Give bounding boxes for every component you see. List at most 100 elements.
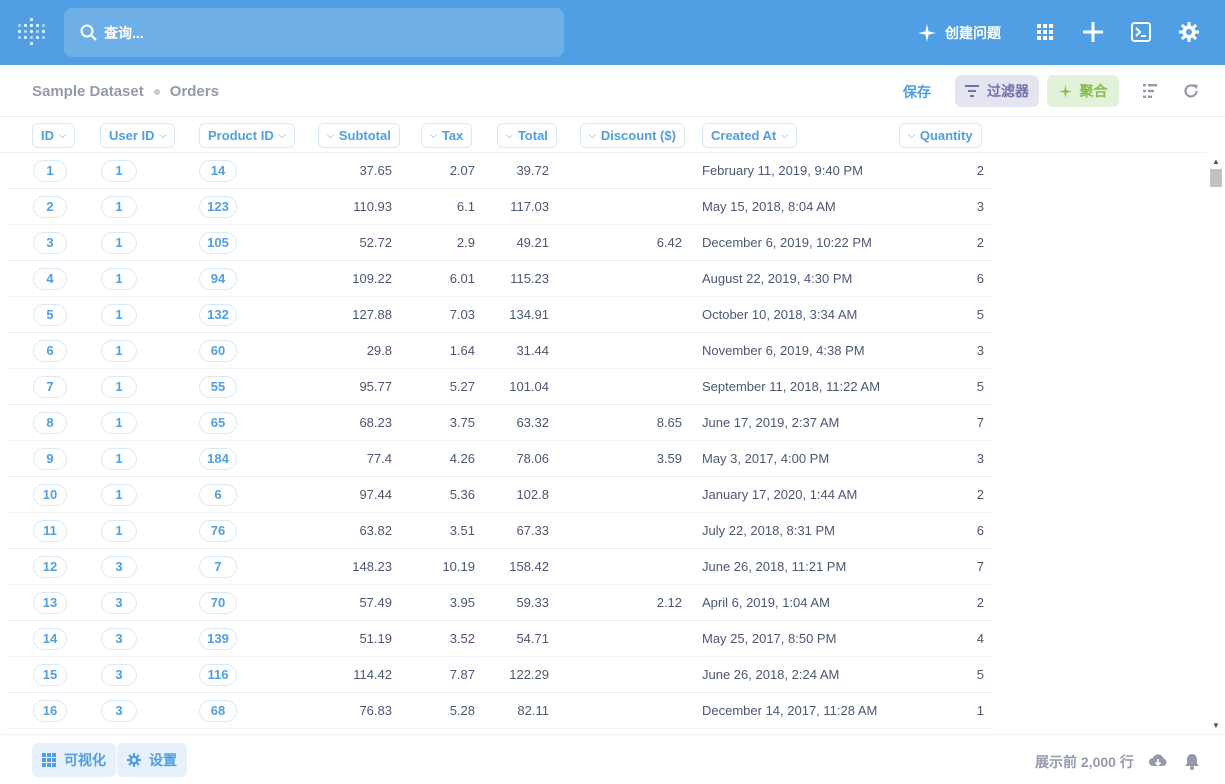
column-header-id[interactable]: ID ⌵: [32, 123, 75, 148]
column-header-user-id[interactable]: User ID ⌵: [100, 123, 176, 148]
cell-user-id[interactable]: 1: [101, 268, 137, 290]
cell-product-id[interactable]: 123: [199, 196, 237, 218]
footer-bar: 可视化 设置 展示前 2,000 行: [0, 734, 1225, 784]
chevron-down-icon: ⌵: [159, 130, 167, 140]
cell-id[interactable]: 5: [33, 304, 67, 326]
cell-discount: 8.65: [656, 415, 682, 430]
scroll-down-icon[interactable]: ▼: [1212, 721, 1220, 730]
column-header-tax[interactable]: ⌵ Tax: [421, 123, 473, 148]
grid-icon[interactable]: [1033, 20, 1057, 44]
columns-icon[interactable]: [1142, 82, 1160, 100]
cell-quantity: 2: [976, 163, 984, 178]
cell-product-id[interactable]: 116: [199, 664, 237, 686]
cell-user-id[interactable]: 1: [101, 160, 137, 182]
cell-id[interactable]: 4: [33, 268, 67, 290]
breadcrumb-dataset[interactable]: Sample Dataset: [32, 83, 144, 100]
cell-id[interactable]: 8: [33, 412, 67, 434]
summarize-label: 聚合: [1079, 83, 1108, 99]
cell-user-id[interactable]: 3: [101, 556, 137, 578]
cell-id[interactable]: 2: [33, 196, 67, 218]
cell-user-id[interactable]: 1: [101, 196, 137, 218]
cell-id[interactable]: 3: [33, 232, 67, 254]
column-header-product-id[interactable]: Product ID ⌵: [199, 123, 295, 148]
cell-subtotal: 68.23: [359, 415, 392, 430]
cell-user-id[interactable]: 3: [101, 628, 137, 650]
column-header-total[interactable]: ⌵ Total: [497, 123, 557, 148]
cell-id[interactable]: 10: [33, 484, 67, 506]
cell-id[interactable]: 12: [33, 556, 67, 578]
cell-user-id[interactable]: 3: [101, 592, 137, 614]
cell-user-id[interactable]: 1: [101, 340, 137, 362]
plus-icon[interactable]: [1081, 20, 1105, 44]
settings-button[interactable]: 设置: [117, 743, 187, 777]
search-input[interactable]: [104, 8, 544, 57]
cell-subtotal: 51.19: [359, 631, 392, 646]
cell-product-id[interactable]: 70: [199, 592, 237, 614]
chevron-down-icon: ⌵: [781, 130, 789, 140]
cell-id[interactable]: 14: [33, 628, 67, 650]
breadcrumb-separator: [153, 88, 160, 95]
cell-user-id[interactable]: 1: [101, 304, 137, 326]
table-row: 12 3 7 148.23 10.19 158.42 June 26, 2018, 11:2…: [8, 549, 992, 585]
cell-created-at: June 17, 2019, 2:37 AM: [702, 415, 840, 430]
visualize-button[interactable]: 可视化: [32, 743, 116, 777]
cell-tax: 3.95: [449, 595, 475, 610]
cell-product-id[interactable]: 105: [199, 232, 237, 254]
cell-product-id[interactable]: 132: [199, 304, 237, 326]
refresh-icon[interactable]: [1182, 82, 1200, 100]
search-bar[interactable]: [64, 8, 564, 57]
cell-product-id[interactable]: 55: [199, 376, 237, 398]
bell-icon[interactable]: [1182, 751, 1202, 771]
column-header-label: Discount ($): [600, 128, 676, 143]
summarize-button[interactable]: 聚合: [1047, 75, 1119, 107]
cell-user-id[interactable]: 1: [101, 232, 137, 254]
cell-user-id[interactable]: 3: [101, 700, 137, 722]
column-header-subtotal[interactable]: ⌵ Subtotal: [318, 123, 400, 148]
cell-id[interactable]: 13: [33, 592, 67, 614]
cell-id[interactable]: 6: [33, 340, 67, 362]
cell-product-id[interactable]: 94: [199, 268, 237, 290]
query-header: Sample Dataset Orders 保存 过滤器 聚合: [0, 65, 1225, 117]
cell-user-id[interactable]: 1: [101, 520, 137, 542]
scrollbar-thumb[interactable]: [1210, 169, 1222, 187]
new-question-button[interactable]: 创建问题: [918, 16, 1001, 50]
cell-user-id[interactable]: 1: [101, 484, 137, 506]
cell-id[interactable]: 16: [33, 700, 67, 722]
scroll-up-icon[interactable]: ▲: [1212, 157, 1220, 166]
table-row: 14 3 139 51.19 3.52 54.71 May 25, 2017, 8:50 P…: [8, 621, 992, 657]
cell-id[interactable]: 9: [33, 448, 67, 470]
breadcrumb-table[interactable]: Orders: [169, 83, 219, 100]
cell-id[interactable]: 1: [33, 160, 67, 182]
metabase-logo-icon[interactable]: [18, 18, 46, 48]
cell-product-id[interactable]: 6: [199, 484, 237, 506]
column-header-discount[interactable]: ⌵ Discount ($): [580, 123, 685, 148]
cell-id[interactable]: 11: [33, 520, 67, 542]
cell-id[interactable]: 7: [33, 376, 67, 398]
cell-created-at: May 25, 2017, 8:50 PM: [702, 631, 837, 646]
cell-product-id[interactable]: 14: [199, 160, 237, 182]
scrollbar[interactable]: ▲ ▼: [1207, 153, 1225, 734]
gear-icon[interactable]: [1177, 20, 1201, 44]
save-button[interactable]: 保存: [903, 84, 931, 100]
cell-user-id[interactable]: 1: [101, 448, 137, 470]
cell-user-id[interactable]: 1: [101, 376, 137, 398]
cell-tax: 5.36: [449, 487, 475, 502]
column-header-created-at[interactable]: Created At ⌵: [702, 123, 798, 148]
cell-product-id[interactable]: 60: [199, 340, 237, 362]
cell-total: 122.29: [509, 667, 549, 682]
cell-user-id[interactable]: 3: [101, 664, 137, 686]
cell-product-id[interactable]: 184: [199, 448, 237, 470]
cell-id[interactable]: 15: [33, 664, 67, 686]
column-header-quantity[interactable]: ⌵ Quantity: [899, 123, 982, 148]
cell-product-id[interactable]: 65: [199, 412, 237, 434]
cell-product-id[interactable]: 7: [199, 556, 237, 578]
cell-product-id[interactable]: 76: [199, 520, 237, 542]
table-row: 1 1 14 37.65 2.07 39.72 February 11, 2019, 9:4…: [8, 153, 992, 189]
filter-button[interactable]: 过滤器: [955, 75, 1039, 107]
chevron-down-icon: ⌵: [430, 130, 437, 140]
terminal-icon[interactable]: [1129, 20, 1153, 44]
cell-product-id[interactable]: 139: [199, 628, 237, 650]
cell-product-id[interactable]: 68: [199, 700, 237, 722]
download-icon[interactable]: [1148, 751, 1168, 771]
cell-user-id[interactable]: 1: [101, 412, 137, 434]
